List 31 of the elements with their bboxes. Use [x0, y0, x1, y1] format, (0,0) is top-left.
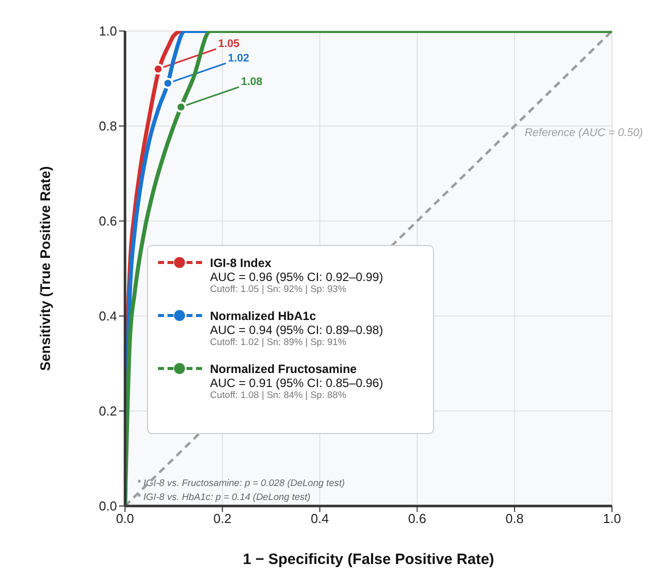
x-tick-label: 0.0 — [116, 511, 134, 526]
x-tick-label: 0.8 — [506, 511, 524, 526]
x-tick-label: 1.0 — [602, 511, 622, 526]
annotation: * IGI-8 vs. Fructosamine: p = 0.028 (DeLong test) — [137, 478, 345, 489]
annotation: AUC = 0.94 (95% CI: 0.89–0.98) — [210, 322, 384, 337]
legend-label: IGI-8 Index — [210, 256, 272, 270]
annotation: 1.02 — [228, 52, 250, 64]
x-tick-label: 0.2 — [213, 511, 232, 526]
x-tick-label: 0.4 — [310, 511, 329, 526]
x-axis-title: 1 − Specificity (False Positive Rate) — [242, 551, 494, 568]
annotation: 1.05 — [218, 38, 240, 50]
y-axis-title: Sensitivity (True Positive Rate) — [37, 166, 53, 371]
y-tick-label: 0.4 — [98, 308, 117, 324]
point — [162, 78, 174, 89]
y-tick-label: 0.0 — [98, 498, 117, 514]
legend-label: Normalized Fructosamine — [210, 362, 358, 376]
x-tick-label: 0.6 — [408, 511, 426, 526]
annotation: 1.08 — [241, 76, 262, 88]
annotation: Reference (AUC = 0.50) — [524, 127, 644, 139]
y-tick-label: 1.0 — [98, 24, 117, 39]
annotation: Cutoff: 1.02 | Sn: 89% | Sp: 91% — [210, 336, 348, 348]
annotation: Cutoff: 1.05 | Sn: 92% | Sp: 93% — [210, 284, 348, 295]
y-tick-label: 0.2 — [98, 404, 117, 419]
y-tick-label: 0.6 — [98, 214, 117, 229]
annotation: AUC = 0.91 (95% CI: 0.85–0.96) — [210, 376, 384, 390]
legend-label: Normalized HbA1c — [210, 308, 318, 323]
point — [152, 63, 164, 75]
y-tick-label: 0.8 — [98, 118, 117, 134]
point — [175, 101, 187, 113]
annotation: Cutoff: 1.08 | Sn: 84% | Sp: 88% — [210, 390, 348, 401]
annotation: AUC = 0.96 (95% CI: 0.92–0.99) — [210, 270, 384, 284]
